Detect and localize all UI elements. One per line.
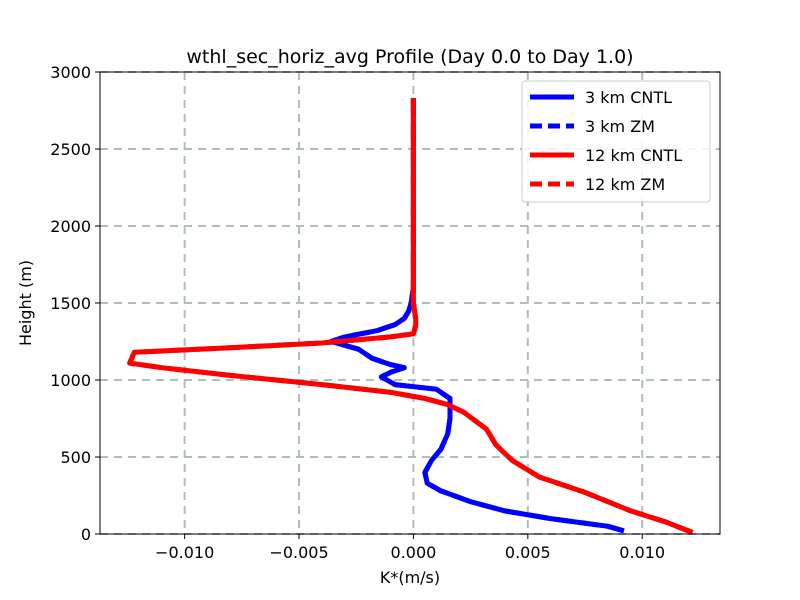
x-tick-label: 0.000 (391, 543, 437, 562)
legend-label: 12 km CNTL (585, 146, 682, 165)
legend-label: 3 km CNTL (585, 88, 672, 107)
y-tick-label: 1000 (50, 371, 91, 390)
series-line-3-km-zm (328, 98, 625, 534)
x-tick-label: 0.010 (619, 543, 665, 562)
x-axis-title: K*(m/s) (380, 568, 440, 587)
y-tick-label: 1500 (50, 294, 91, 313)
y-axis-title: Height (m) (16, 260, 35, 346)
y-tick-label: 2500 (50, 140, 91, 159)
chart-title: wthl_sec_horiz_avg Profile (Day 0.0 to D… (186, 46, 633, 68)
y-tick-label: 3000 (50, 63, 91, 82)
y-tick-label: 500 (60, 448, 91, 467)
x-tick-label: −0.010 (155, 543, 214, 562)
legend: 3 km CNTL 3 km ZM 12 km CNTL 12 km ZM (521, 80, 711, 203)
y-tick-label: 0 (81, 525, 91, 544)
axis-ticks: −0.010 −0.005 0.000 0.005 0.010 0 500 1000 1500 2… (50, 63, 665, 562)
legend-frame (521, 80, 711, 203)
series-line-12-km-zm (127, 98, 694, 535)
series-lines (127, 98, 694, 535)
legend-label: 3 km ZM (585, 117, 655, 136)
x-tick-label: 0.005 (505, 543, 551, 562)
x-tick-label: −0.005 (269, 543, 328, 562)
y-tick-label: 2000 (50, 217, 91, 236)
legend-label: 12 km ZM (585, 175, 665, 194)
